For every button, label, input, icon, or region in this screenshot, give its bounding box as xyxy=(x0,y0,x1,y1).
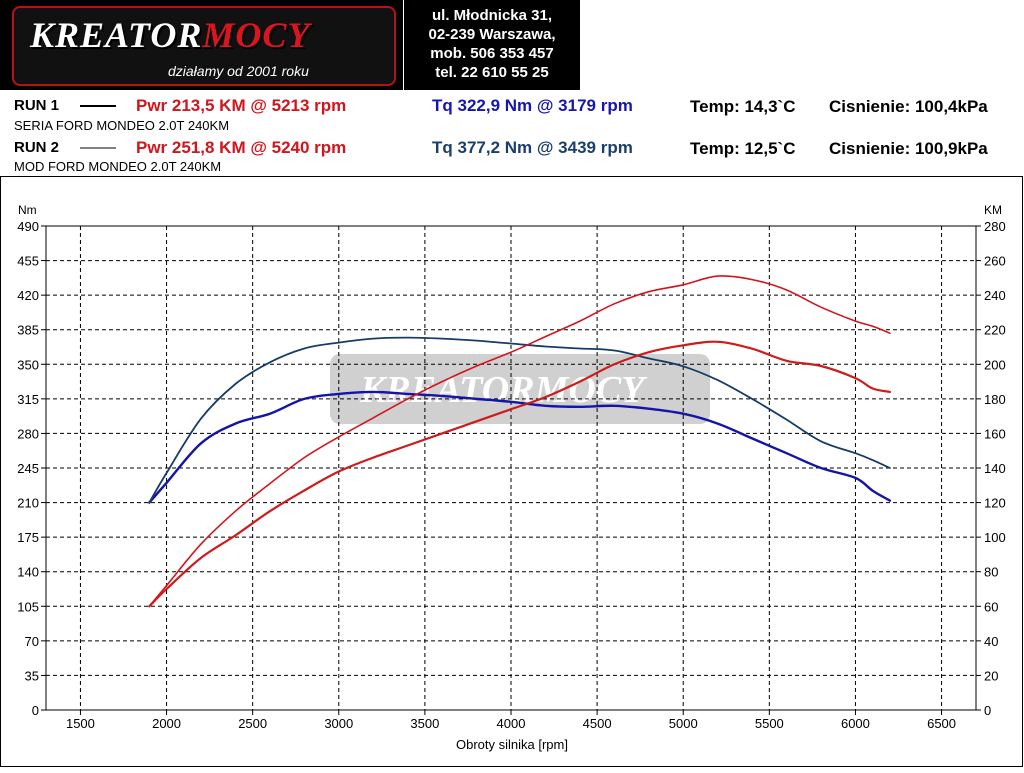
y-axis-left-label: Nm xyxy=(18,203,37,217)
x-axis-label: Obroty silnika [rpm] xyxy=(456,737,568,752)
brand-main: KREATOR xyxy=(30,15,203,55)
y-right-tick-label: 0 xyxy=(984,703,991,718)
svg-text:KREATORMOCY: KREATORMOCY xyxy=(359,369,648,411)
x-tick-label: 3000 xyxy=(324,716,353,731)
grid-lines xyxy=(46,225,976,710)
brand-tagline: działamy od 2001 roku xyxy=(168,63,309,79)
brand-accent: MOCY xyxy=(202,15,311,55)
y-right-tick-label: 120 xyxy=(984,496,1006,511)
run1-line-sample xyxy=(80,105,116,107)
run1-power: Pwr 213,5 KM @ 5213 rpm xyxy=(136,96,347,115)
y-right-tick-label: 240 xyxy=(984,288,1006,303)
y-right-tick-label: 80 xyxy=(984,565,998,580)
address-line-phone: tel. 22 610 55 25 xyxy=(435,64,549,81)
y-left-tick-label: 245 xyxy=(17,461,39,476)
run1-pressure: Cisnienie: 100,4kPa xyxy=(829,97,988,116)
y-left-tick-label: 105 xyxy=(17,599,39,614)
watermark-logo: KREATORMOCY xyxy=(330,354,710,424)
run1-description: SERIA FORD MONDEO 2.0T 240KM xyxy=(14,118,230,133)
dyno-chart: KREATORMOCY 1500 2000 2500 3000 3500 4000 4500… xyxy=(0,176,1024,768)
y-right-tick-label: 220 xyxy=(984,323,1006,338)
logo-panel: KREATORMOCY działamy od 2001 roku xyxy=(0,0,403,90)
address-line-city: 02-239 Warszawa, xyxy=(428,26,556,43)
run1-temp: Temp: 14,3`C xyxy=(690,97,796,116)
x-tick-label: 2000 xyxy=(152,716,181,731)
x-tick-label: 5000 xyxy=(669,716,698,731)
y-left-tick-label: 280 xyxy=(17,426,39,441)
y-right-tick-label: 100 xyxy=(984,530,1006,545)
x-tick-label: 4000 xyxy=(497,716,526,731)
x-tick-label: 6000 xyxy=(841,716,870,731)
y-right-tick-label: 60 xyxy=(984,599,998,614)
x-tick-label: 4500 xyxy=(583,716,612,731)
run2-power: Pwr 251,8 KM @ 5240 rpm xyxy=(136,138,347,157)
run1-label: RUN 1 xyxy=(14,97,60,114)
address-line-street: ul. Młodnicka 31, xyxy=(431,7,553,24)
y-right-tick-label: 20 xyxy=(984,668,998,683)
axis-ticks: 1500 2000 2500 3000 3500 4000 4500 5000 5500 6000… xyxy=(17,219,1005,731)
y-axis-right-label: KM xyxy=(984,203,1002,217)
dyno-chart-svg: KREATORMOCY 1500 2000 2500 3000 3500 4000 4500… xyxy=(0,176,1023,767)
y-left-tick-label: 490 xyxy=(17,219,39,234)
address-line-mobile: mob. 506 353 457 xyxy=(430,45,554,62)
address-panel: ul. Młodnicka 31, 02-239 Warszawa, mob. … xyxy=(404,0,580,90)
brand-logo: KREATORMOCY xyxy=(30,14,310,56)
y-right-tick-label: 40 xyxy=(984,634,998,649)
y-left-tick-label: 0 xyxy=(32,703,39,718)
y-left-tick-label: 140 xyxy=(17,565,39,580)
run2-torque: Tq 377,2 Nm @ 3439 rpm xyxy=(432,138,633,157)
y-left-tick-label: 350 xyxy=(17,357,39,372)
x-tick-label: 1500 xyxy=(66,716,95,731)
y-left-tick-label: 70 xyxy=(25,634,39,649)
x-tick-label: 5500 xyxy=(755,716,784,731)
x-tick-label: 2500 xyxy=(238,716,267,731)
y-right-tick-label: 160 xyxy=(984,426,1006,441)
run2-line-sample xyxy=(80,147,116,149)
run1-torque: Tq 322,9 Nm @ 3179 rpm xyxy=(432,96,633,115)
y-right-tick-label: 260 xyxy=(984,254,1006,269)
run2-pressure: Cisnienie: 100,9kPa xyxy=(829,139,988,158)
y-right-tick-label: 200 xyxy=(984,357,1006,372)
run2-power-line xyxy=(148,275,891,608)
y-left-tick-label: 175 xyxy=(17,530,39,545)
y-right-tick-label: 280 xyxy=(984,219,1006,234)
y-right-tick-label: 140 xyxy=(984,461,1006,476)
run2-label: RUN 2 xyxy=(14,139,60,156)
run1-power-line xyxy=(148,340,891,608)
run2-description: MOD FORD MONDEO 2.0T 240KM xyxy=(14,159,222,174)
y-left-tick-label: 385 xyxy=(17,323,39,338)
x-tick-label: 6500 xyxy=(927,716,956,731)
x-tick-label: 3500 xyxy=(410,716,439,731)
data-series xyxy=(148,275,892,608)
y-right-tick-label: 180 xyxy=(984,392,1006,407)
y-left-tick-label: 210 xyxy=(17,496,39,511)
run2-temp: Temp: 12,5`C xyxy=(690,139,796,158)
logo-frame xyxy=(12,6,396,86)
y-left-tick-label: 420 xyxy=(17,288,39,303)
y-left-tick-label: 35 xyxy=(25,668,39,683)
y-left-tick-label: 455 xyxy=(17,254,39,269)
y-left-tick-label: 315 xyxy=(17,392,39,407)
